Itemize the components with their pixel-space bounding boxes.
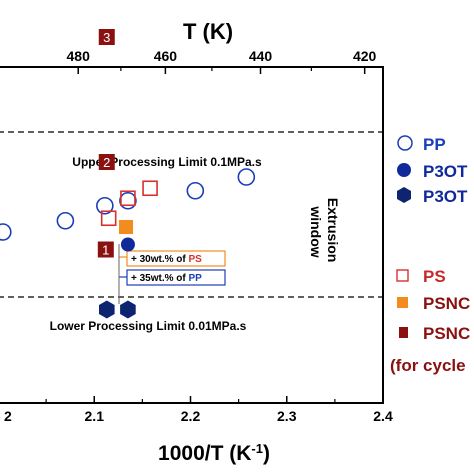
legend-pp-label: PP: [423, 135, 446, 154]
legend-ps-label: PS: [423, 267, 446, 286]
annotation-pp-highlight: PP: [189, 273, 203, 284]
top-tick-label: 440: [249, 48, 273, 64]
bottom-tick-label: 2.1: [85, 408, 105, 424]
psnc-cycle-label: 3: [103, 30, 110, 45]
annotation-ps: + 30wt.% of PS: [127, 251, 225, 266]
x-axis-title: 1000/T (K-1): [158, 441, 270, 466]
lower-limit-label: Lower Processing Limit 0.01MPa.s: [50, 319, 247, 333]
top-tick-label: 480: [67, 48, 91, 64]
annotation-pp-text: + 35wt.% of PP: [131, 273, 202, 284]
legend-p3ot-hexagon-label: P3OT: [423, 187, 468, 206]
extrusion-window-line-1: Extrusion: [325, 198, 341, 263]
legend-psnc-filled-label: PSNC: [423, 294, 470, 313]
top-tick-label: 420: [353, 48, 377, 64]
legend-psnc-filled-marker: [397, 297, 408, 308]
legend-ps-marker: [397, 270, 408, 281]
p3ot-circle-point: [121, 238, 135, 252]
pp-point: [187, 183, 203, 199]
legend-p3ot-hexagon-marker: [397, 187, 411, 203]
top-axis-title: T (K): [183, 19, 233, 44]
legend-pp-marker: [398, 136, 412, 150]
x-axis-title-close: ): [263, 442, 270, 465]
legend-p3ot-circle-label: P3OT: [423, 162, 468, 181]
annotation-pp-prefix: + 35wt.% of: [131, 273, 189, 284]
psnc-point: [119, 220, 133, 234]
p3ot-hexagon-point: [120, 301, 136, 319]
pp-point: [120, 193, 136, 209]
x-axis-title-main: 1000/T (K: [158, 442, 251, 465]
pp-point: [57, 213, 73, 229]
bottom-tick-label: 2.2: [181, 408, 201, 424]
psnc-cycle-label: 2: [103, 155, 110, 170]
bottom-tick-label: 2.4: [373, 408, 393, 424]
pp-point: [0, 224, 11, 240]
annotation-ps-text: + 30wt.% of PS: [131, 254, 202, 265]
pp-point: [238, 169, 254, 185]
legend-psnc-numbered-label: PSNC: [423, 324, 470, 343]
x-axis-title-sup: -1: [251, 441, 263, 456]
legend: PP P3OT P3OT PS PSNC PSNC (for cycle: [390, 135, 470, 375]
ps-point: [143, 181, 157, 195]
annotation-ps-highlight: PS: [189, 254, 203, 265]
legend-psnc-numbered-marker: [399, 327, 408, 338]
annotation-ps-prefix: + 30wt.% of: [131, 254, 189, 265]
legend-p3ot-circle-marker: [397, 163, 411, 177]
bottom-tick-label: 2.3: [277, 408, 297, 424]
legend-cycle-note: (for cycle: [390, 356, 466, 375]
bottom-tick-label: 2: [4, 408, 12, 424]
top-tick-label: 460: [154, 48, 178, 64]
extrusion-window-label: Extrusion window: [308, 198, 341, 266]
p3ot-hexagon-point: [99, 301, 115, 319]
annotation-pp: + 35wt.% of PP: [127, 270, 225, 285]
extrusion-window-line-2: window: [308, 205, 324, 257]
psnc-cycle-label: 1: [102, 243, 109, 258]
